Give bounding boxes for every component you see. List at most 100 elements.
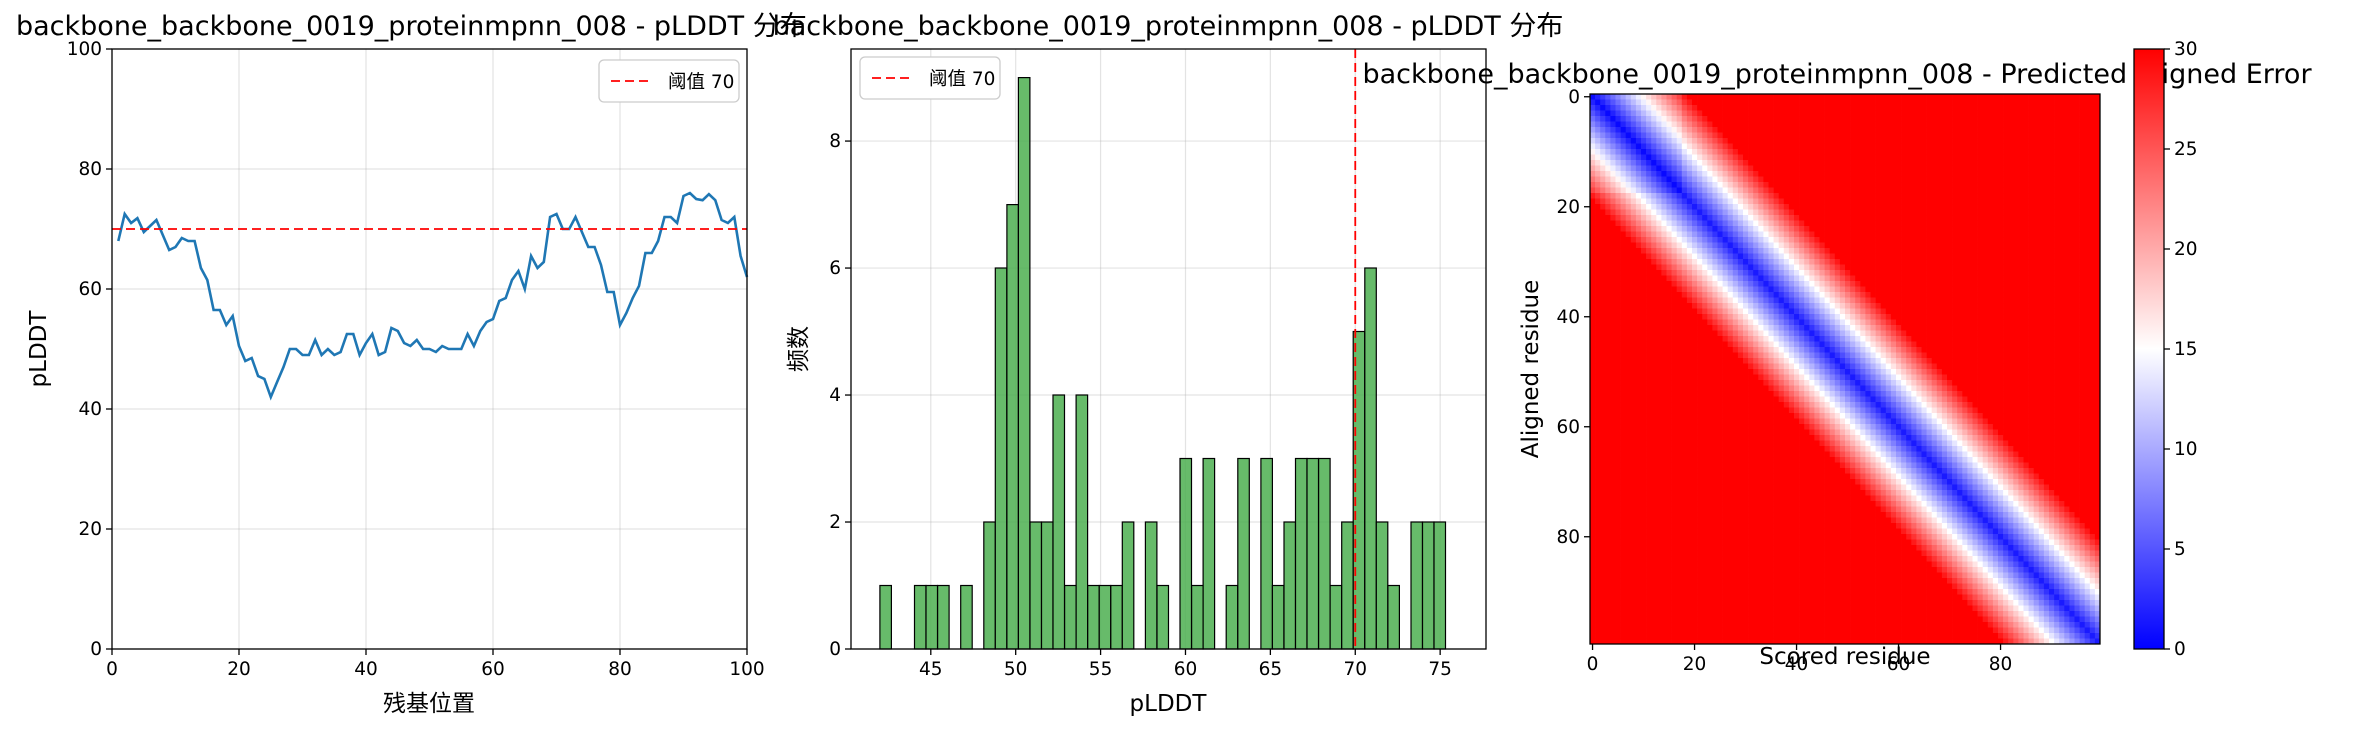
histogram-bar: [995, 268, 1007, 649]
colorbar-tick-label: 10: [2174, 439, 2198, 460]
histogram-bar: [1180, 459, 1192, 650]
histogram-panel: 45 50 55 60 65 70 75 0 2 4 6 8 阈值 70 backbone_backb…: [773, 11, 1564, 717]
plot-frame: [851, 49, 1486, 649]
y-tick-label: 60: [78, 279, 102, 300]
plddt-line-series: [118, 193, 747, 397]
colorbar-tick-label: 0: [2174, 639, 2186, 660]
histogram-bar: [1284, 522, 1296, 649]
x-tick-label: 100: [729, 659, 764, 680]
y-tick-label: 20: [78, 519, 102, 540]
y-tick-label: 80: [1556, 527, 1580, 548]
y-tick-label: 40: [78, 399, 102, 420]
x-tick-label: 80: [1989, 654, 2013, 675]
histogram-bar: [1018, 78, 1030, 649]
histogram-bar: [1065, 586, 1077, 650]
colorbar-tick-label: 5: [2174, 539, 2186, 560]
y-tick-label: 0: [829, 639, 841, 660]
histogram-bar: [926, 586, 938, 650]
histogram-bar: [984, 522, 996, 649]
colorbar-tick-label: 30: [2174, 39, 2198, 60]
chart-title: backbone_backbone_0019_proteinmpnn_008 -…: [16, 11, 807, 42]
histogram-bar: [1319, 459, 1331, 650]
y-tick-label: 0: [90, 639, 102, 660]
histogram-bar: [1203, 459, 1215, 650]
legend-threshold-label: 阈值 70: [668, 72, 734, 93]
x-tick-label: 45: [919, 659, 943, 680]
y-tick-label: 100: [67, 39, 102, 60]
x-tick-label: 50: [1004, 659, 1028, 680]
histogram-bar: [1411, 522, 1423, 649]
x-tick-label: 40: [354, 659, 378, 680]
histogram-bar: [1272, 586, 1284, 650]
histogram-bar: [1111, 586, 1123, 650]
x-axis-label: 残基位置: [383, 691, 475, 717]
y-tick-label: 6: [829, 258, 841, 279]
x-axis-label: Scored residue: [1759, 644, 1930, 670]
histogram-bar: [1423, 522, 1435, 649]
histogram-bar: [1226, 586, 1238, 650]
colorbar-tick-label: 25: [2174, 139, 2198, 160]
y-tick-label: 20: [1556, 197, 1580, 218]
histogram-bar: [1376, 522, 1388, 649]
x-tick-label: 60: [1174, 659, 1198, 680]
histogram-bar: [1365, 268, 1377, 649]
x-tick-label: 55: [1089, 659, 1113, 680]
histogram-bar: [1076, 395, 1088, 649]
histogram-bar: [1122, 522, 1134, 649]
histogram-bar: [1030, 522, 1042, 649]
legend: 阈值 70: [860, 57, 1000, 99]
y-tick-label: 2: [829, 512, 841, 533]
y-axis-label: pLDDT: [26, 310, 52, 388]
y-tick-label: 80: [78, 159, 102, 180]
histogram-bar: [1088, 586, 1100, 650]
histogram-bar: [1307, 459, 1319, 650]
x-tick-label: 80: [608, 659, 632, 680]
x-tick-label: 0: [106, 659, 118, 680]
y-tick-label: 60: [1556, 417, 1580, 438]
histogram-bar: [1145, 522, 1157, 649]
histogram-bar: [1261, 459, 1273, 650]
pae-heatmap-cells: [1590, 94, 2100, 644]
x-tick-label: 60: [481, 659, 505, 680]
histogram-bar: [1053, 395, 1065, 649]
line-chart-panel: 0 20 40 60 80 100 0 20 40 60 80 100 阈值 70 backbone_…: [16, 11, 807, 717]
histogram-bar: [1192, 586, 1204, 650]
x-tick-label: 65: [1259, 659, 1283, 680]
colorbar-tick-label: 20: [2174, 239, 2198, 260]
x-tick-label: 75: [1428, 659, 1452, 680]
colorbar-tick-label: 15: [2174, 339, 2198, 360]
histogram-bar: [1007, 205, 1019, 649]
x-tick-label: 20: [1683, 654, 1707, 675]
histogram-bar: [1099, 586, 1111, 650]
colorbar: 0 5 10 15 20 25 30: [2134, 39, 2198, 660]
y-tick-label: 40: [1556, 307, 1580, 328]
x-axis-label: pLDDT: [1130, 691, 1208, 717]
histogram-bar: [1042, 522, 1054, 649]
histogram-bar: [915, 586, 927, 650]
histogram-bar: [961, 586, 973, 650]
colorbar-gradient: [2134, 49, 2164, 649]
x-tick-label: 70: [1343, 659, 1367, 680]
histogram-bar: [1388, 586, 1400, 650]
x-tick-label: 0: [1587, 654, 1599, 675]
histogram-bar: [1296, 459, 1308, 650]
chart-title: backbone_backbone_0019_proteinmpnn_008 -…: [773, 11, 1564, 42]
histogram-bar: [1434, 522, 1446, 649]
histogram-bar: [1330, 586, 1342, 650]
histogram-bar: [1157, 586, 1169, 650]
histogram-bar: [1342, 522, 1354, 649]
x-tick-label: 20: [227, 659, 251, 680]
histogram-bar: [880, 586, 892, 650]
y-tick-label: 8: [829, 131, 841, 152]
legend-threshold-label: 阈值 70: [929, 69, 995, 90]
y-tick-label: 4: [829, 385, 841, 406]
chart-title: backbone_backbone_0019_proteinmpnn_008 -…: [1362, 59, 2312, 90]
y-axis-label: Aligned residue: [1518, 280, 1544, 459]
legend: 阈值 70: [599, 60, 739, 102]
y-axis-label: 频数: [786, 326, 812, 372]
histogram-bar: [938, 586, 950, 650]
histogram-bar: [1238, 459, 1250, 650]
